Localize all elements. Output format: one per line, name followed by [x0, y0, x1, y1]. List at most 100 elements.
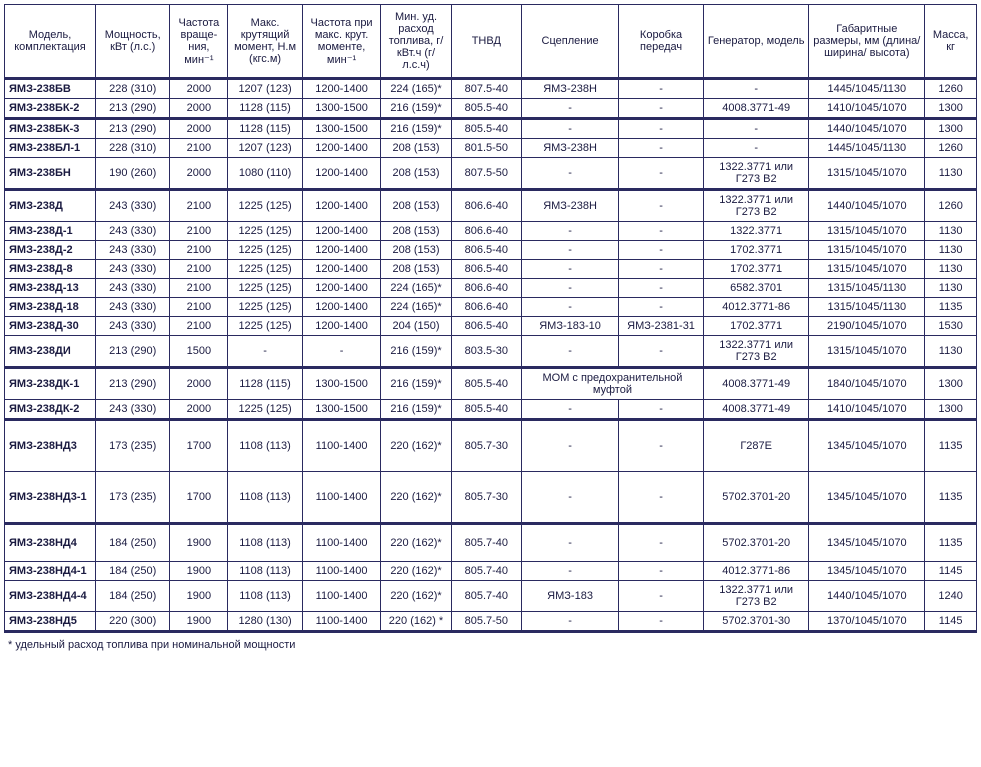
data-cell: 1900 — [170, 581, 228, 612]
table-row: ЯМЗ-238Д-18243 (330)21001225 (125)1200-1… — [5, 298, 977, 317]
model-cell: ЯМЗ-238Д-13 — [5, 279, 96, 298]
data-cell: 1100-1400 — [302, 612, 381, 632]
data-cell: - — [302, 336, 381, 368]
data-cell: 1108 (113) — [228, 420, 302, 472]
data-cell: 216 (159)* — [381, 99, 451, 119]
data-cell: 1345/1045/1070 — [809, 420, 925, 472]
table-row: ЯМЗ-238Д-2243 (330)21001225 (125)1200-14… — [5, 241, 977, 260]
data-cell: 213 (290) — [95, 119, 169, 139]
data-cell: 1445/1045/1130 — [809, 139, 925, 158]
data-cell: 1225 (125) — [228, 317, 302, 336]
data-cell: ЯМЗ-2381-31 — [619, 317, 704, 336]
data-cell: 1900 — [170, 612, 228, 632]
table-row: ЯМЗ-238ДК-2243 (330)20001225 (125)1300-1… — [5, 400, 977, 420]
data-cell: 1108 (113) — [228, 524, 302, 562]
data-cell: 806.6-40 — [451, 222, 521, 241]
model-cell: ЯМЗ-238Д — [5, 190, 96, 222]
data-cell: 1445/1045/1130 — [809, 79, 925, 99]
data-cell: 1225 (125) — [228, 222, 302, 241]
model-cell: ЯМЗ-238БК-2 — [5, 99, 96, 119]
data-cell: ЯМЗ-238Н — [521, 139, 618, 158]
data-cell: 1135 — [925, 524, 977, 562]
data-cell: - — [619, 298, 704, 317]
data-cell: 805.5-40 — [451, 119, 521, 139]
data-cell: 1128 (115) — [228, 119, 302, 139]
data-cell: - — [521, 400, 618, 420]
model-cell: ЯМЗ-238НД4 — [5, 524, 96, 562]
data-cell: 1300 — [925, 99, 977, 119]
data-cell: 1260 — [925, 190, 977, 222]
data-cell: - — [521, 222, 618, 241]
data-cell: 1300 — [925, 368, 977, 400]
model-cell: ЯМЗ-238ДК-1 — [5, 368, 96, 400]
data-cell: 220 (300) — [95, 612, 169, 632]
data-cell: 1315/1045/1130 — [809, 298, 925, 317]
data-cell: 1130 — [925, 158, 977, 190]
data-cell: 1108 (113) — [228, 472, 302, 524]
data-cell: 1100-1400 — [302, 420, 381, 472]
table-row: ЯМЗ-238БН190 (260)20001080 (110)1200-140… — [5, 158, 977, 190]
data-cell: - — [619, 400, 704, 420]
data-cell: 1100-1400 — [302, 524, 381, 562]
data-cell: 243 (330) — [95, 222, 169, 241]
data-cell: 1370/1045/1070 — [809, 612, 925, 632]
data-cell: 243 (330) — [95, 260, 169, 279]
col-header-7: Сцепление — [521, 5, 618, 79]
data-cell: 1345/1045/1070 — [809, 562, 925, 581]
data-cell: - — [619, 241, 704, 260]
col-header-10: Габаритные размеры, мм (длина/ ширина/ в… — [809, 5, 925, 79]
data-cell: - — [619, 524, 704, 562]
data-cell: 1200-1400 — [302, 79, 381, 99]
data-cell: 1840/1045/1070 — [809, 368, 925, 400]
data-cell: 1345/1045/1070 — [809, 524, 925, 562]
data-cell: 220 (162)* — [381, 562, 451, 581]
data-cell: - — [521, 279, 618, 298]
data-cell: 1130 — [925, 260, 977, 279]
data-cell: - — [521, 524, 618, 562]
col-header-3: Макс. крутящий момент, Н.м (кгс.м) — [228, 5, 302, 79]
table-row: ЯМЗ-238БВ228 (310)20001207 (123)1200-140… — [5, 79, 977, 99]
table-row: ЯМЗ-238НД5220 (300)19001280 (130)1100-14… — [5, 612, 977, 632]
data-cell: 243 (330) — [95, 298, 169, 317]
model-cell: ЯМЗ-238НД4-1 — [5, 562, 96, 581]
data-cell: 805.7-50 — [451, 612, 521, 632]
data-cell: 1315/1045/1070 — [809, 260, 925, 279]
data-cell: 1108 (113) — [228, 581, 302, 612]
table-row: ЯМЗ-238Д-1243 (330)21001225 (125)1200-14… — [5, 222, 977, 241]
data-cell: 805.7-30 — [451, 472, 521, 524]
model-cell: ЯМЗ-238Д-8 — [5, 260, 96, 279]
data-cell: 173 (235) — [95, 472, 169, 524]
data-cell: - — [619, 190, 704, 222]
data-cell: 220 (162) * — [381, 612, 451, 632]
data-cell: 243 (330) — [95, 317, 169, 336]
data-cell: 1440/1045/1070 — [809, 119, 925, 139]
data-cell: - — [619, 581, 704, 612]
data-cell: - — [619, 279, 704, 298]
data-cell: - — [521, 99, 618, 119]
data-cell: 216 (159)* — [381, 368, 451, 400]
data-cell: 4008.3771-49 — [703, 99, 808, 119]
model-cell: ЯМЗ-238ДИ — [5, 336, 96, 368]
model-cell: ЯМЗ-238Д-18 — [5, 298, 96, 317]
table-row: ЯМЗ-238НД4-1184 (250)19001108 (113)1100-… — [5, 562, 977, 581]
data-cell: 220 (162)* — [381, 420, 451, 472]
data-cell: 1440/1045/1070 — [809, 581, 925, 612]
data-cell: 1315/1045/1070 — [809, 158, 925, 190]
data-cell: 208 (153) — [381, 139, 451, 158]
data-cell: 1128 (115) — [228, 368, 302, 400]
data-cell: - — [703, 119, 808, 139]
model-cell: ЯМЗ-238НД3 — [5, 420, 96, 472]
data-cell: 243 (330) — [95, 190, 169, 222]
data-cell: 4008.3771-49 — [703, 400, 808, 420]
data-cell: 1300-1500 — [302, 119, 381, 139]
data-cell: 1225 (125) — [228, 260, 302, 279]
data-cell: 1108 (113) — [228, 562, 302, 581]
data-cell: 1200-1400 — [302, 260, 381, 279]
data-cell: 1135 — [925, 298, 977, 317]
table-row: ЯМЗ-238Д-13243 (330)21001225 (125)1200-1… — [5, 279, 977, 298]
data-cell: 1410/1045/1070 — [809, 400, 925, 420]
data-cell: - — [619, 119, 704, 139]
data-cell: 1702.3771 — [703, 317, 808, 336]
data-cell: 6582.3701 — [703, 279, 808, 298]
data-cell: Г287Е — [703, 420, 808, 472]
